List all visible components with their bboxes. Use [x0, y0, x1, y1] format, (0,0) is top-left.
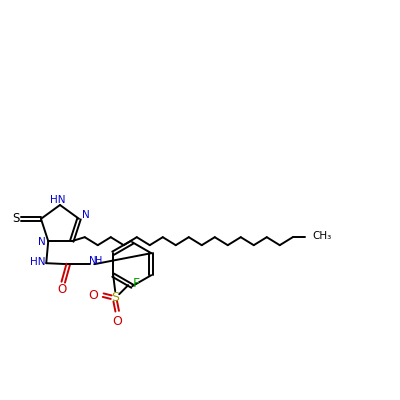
- Text: CH₃: CH₃: [313, 231, 332, 241]
- Text: S: S: [111, 291, 119, 304]
- Text: F: F: [133, 277, 140, 290]
- Text: N: N: [89, 256, 97, 266]
- Text: H: H: [94, 256, 102, 266]
- Text: O: O: [88, 289, 98, 302]
- Text: HN: HN: [30, 257, 46, 267]
- Text: HN: HN: [50, 195, 66, 205]
- Text: N: N: [82, 210, 90, 220]
- Text: S: S: [12, 212, 20, 225]
- Text: O: O: [58, 283, 67, 296]
- Text: N: N: [38, 237, 46, 247]
- Text: O: O: [112, 315, 122, 328]
